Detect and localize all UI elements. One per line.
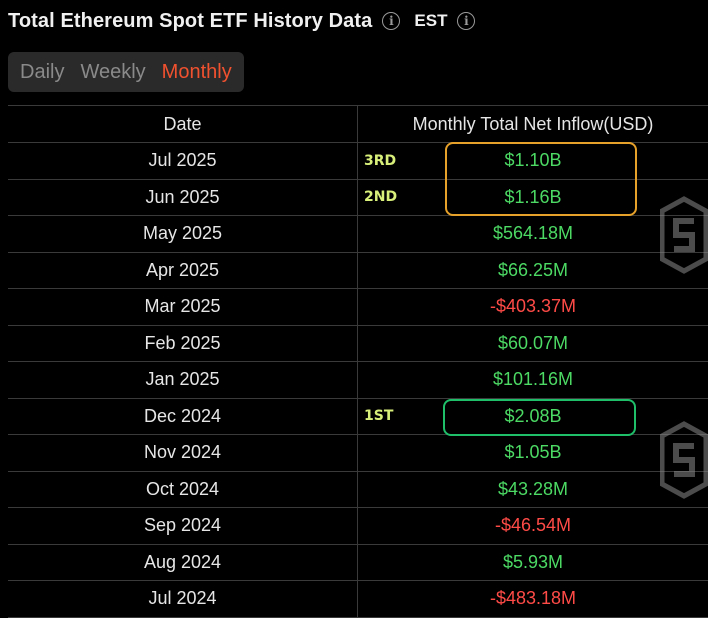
inflow-cell: $60.07M <box>358 326 708 362</box>
inflow-value: $1.10B <box>504 150 562 171</box>
table-row: Dec 2024 1ST $2.08B <box>8 398 708 435</box>
date-cell: Jun 2025 <box>8 179 358 215</box>
inflow-cell: $564.18M <box>358 216 708 252</box>
inflow-cell: 2ND $1.16B <box>358 180 708 216</box>
inflow-value: -$483.18M <box>489 588 577 609</box>
table-row: Mar 2025 -$403.37M <box>8 289 708 326</box>
date-cell: Jan 2025 <box>8 362 358 398</box>
date-cell: Nov 2024 <box>8 435 358 471</box>
inflow-cell: -$483.18M <box>358 581 708 617</box>
date-cell: Feb 2025 <box>8 325 358 361</box>
info-icon[interactable]: i <box>382 12 401 30</box>
rank-label: 3RD <box>364 152 397 169</box>
table-row: Apr 2025 $66.25M <box>8 252 708 289</box>
date-cell: Mar 2025 <box>8 289 358 325</box>
tab-monthly[interactable]: Monthly <box>161 60 232 83</box>
inflow-value: $2.08B <box>504 405 562 426</box>
table-row: Sep 2024 -$46.54M <box>8 508 708 545</box>
table-row: Aug 2024 $5.93M <box>8 544 708 581</box>
inflow-value: $1.16B <box>504 186 562 207</box>
inflow-cell: $1.05B <box>358 435 708 471</box>
column-header-inflow: Monthly Total Net Inflow(USD) <box>412 113 654 134</box>
date-cell: Apr 2025 <box>8 252 358 288</box>
inflow-value: $101.16M <box>492 369 574 390</box>
inflow-value: -$46.54M <box>494 515 572 536</box>
inflow-cell: $101.16M <box>358 362 708 398</box>
timezone-label: EST <box>414 11 448 30</box>
inflow-value: $564.18M <box>492 223 574 244</box>
page-title: Total Ethereum Spot ETF History Data <box>8 9 373 32</box>
inflow-value: -$403.37M <box>489 296 577 317</box>
table-row: Nov 2024 $1.05B <box>8 435 708 472</box>
date-cell: Aug 2024 <box>8 544 358 580</box>
inflow-value: $60.07M <box>497 332 569 353</box>
history-table: Date Monthly Total Net Inflow(USD) Jul 2… <box>8 105 708 618</box>
table-row: Jun 2025 2ND $1.16B <box>8 179 708 216</box>
inflow-cell: -$403.37M <box>358 289 708 325</box>
inflow-cell: $43.28M <box>358 472 708 508</box>
tab-daily[interactable]: Daily <box>20 60 65 83</box>
table-row: Jul 2024 -$483.18M <box>8 581 708 618</box>
inflow-value: $5.93M <box>502 551 564 572</box>
table-body: Jul 2025 3RD $1.10B Jun 2025 2ND $1.16B May 20… <box>8 143 708 618</box>
date-cell: Oct 2024 <box>8 471 358 507</box>
rank-label: 1ST <box>364 408 394 425</box>
period-tabs: Daily Weekly Monthly <box>8 52 244 92</box>
table-row: Oct 2024 $43.28M <box>8 471 708 508</box>
date-cell: May 2025 <box>8 216 358 252</box>
inflow-cell: $5.93M <box>358 545 708 581</box>
table-row: May 2025 $564.18M <box>8 216 708 253</box>
tab-weekly[interactable]: Weekly <box>80 60 146 83</box>
column-header-date: Date <box>8 106 358 142</box>
inflow-value: $43.28M <box>497 478 569 499</box>
date-cell: Sep 2024 <box>8 508 358 544</box>
watermark-logo-icon <box>660 196 708 274</box>
table-header-row: Date Monthly Total Net Inflow(USD) <box>8 106 708 143</box>
rank-label: 2ND <box>364 189 398 206</box>
inflow-cell: 1ST $2.08B <box>358 399 708 435</box>
watermark-logo-icon <box>660 421 708 499</box>
date-cell: Dec 2024 <box>8 398 358 434</box>
inflow-cell: 3RD $1.10B <box>358 143 708 179</box>
timezone-info-icon[interactable]: i <box>457 12 476 30</box>
inflow-value: $1.05B <box>504 442 562 463</box>
header: Total Ethereum Spot ETF History Data i E… <box>8 6 476 36</box>
inflow-cell: -$46.54M <box>358 508 708 544</box>
date-cell: Jul 2024 <box>8 581 358 617</box>
table-row: Jul 2025 3RD $1.10B <box>8 143 708 180</box>
inflow-value: $66.25M <box>497 259 569 280</box>
inflow-cell: $66.25M <box>358 253 708 289</box>
table-row: Feb 2025 $60.07M <box>8 325 708 362</box>
date-cell: Jul 2025 <box>8 143 358 179</box>
table-row: Jan 2025 $101.16M <box>8 362 708 399</box>
